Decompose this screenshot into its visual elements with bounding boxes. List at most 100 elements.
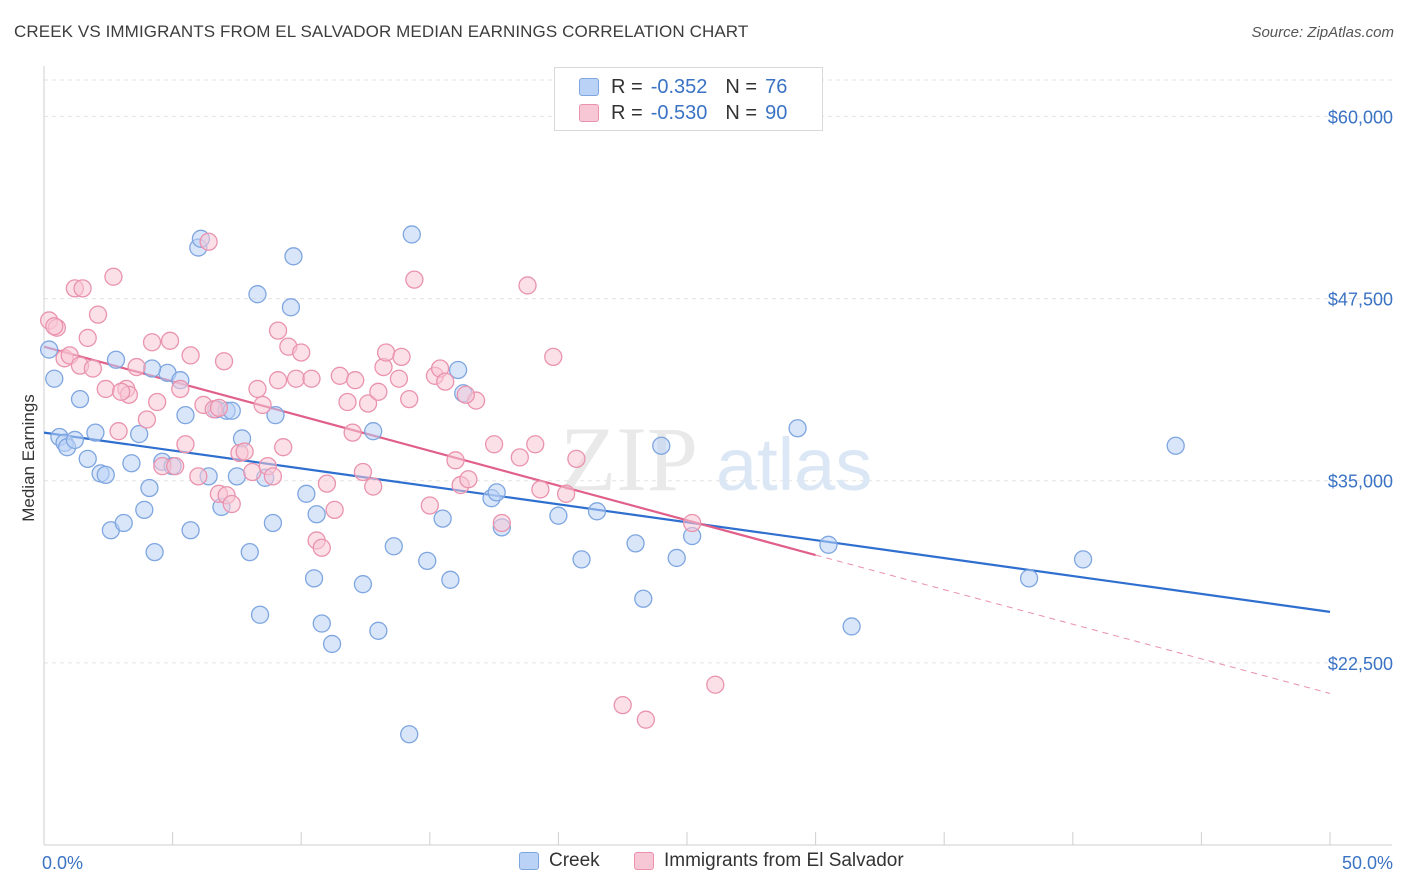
data-point-el-salvador	[235, 442, 254, 461]
trend-line-extension	[815, 554, 1331, 694]
r-label: R =	[611, 75, 643, 98]
data-point-creek	[70, 389, 90, 409]
data-point-creek	[78, 449, 97, 469]
n-value-creek: 76	[765, 75, 788, 98]
data-point-el-salvador	[302, 369, 321, 388]
data-point-creek	[297, 484, 316, 503]
data-point-el-salvador	[358, 394, 378, 413]
data-point-creek	[266, 405, 285, 425]
data-point-el-salvador	[214, 352, 234, 371]
data-point-el-salvador	[317, 474, 337, 493]
data-point-creek	[96, 465, 115, 485]
y-axis-label: Median Earnings	[19, 394, 38, 522]
data-point-el-salvador	[274, 438, 293, 457]
y-tick-label: $35,000	[1328, 472, 1393, 492]
n-label: N =	[725, 101, 758, 124]
data-point-creek	[1073, 550, 1093, 569]
data-point-creek	[130, 424, 149, 444]
data-point-creek	[181, 521, 200, 540]
data-point-el-salvador	[127, 357, 146, 377]
data-point-el-salvador	[510, 448, 529, 467]
data-point-el-salvador	[109, 422, 128, 441]
data-point-el-salvador	[706, 675, 725, 694]
data-point-creek	[448, 360, 468, 380]
creek-swatch-icon	[579, 78, 599, 96]
data-point-el-salvador	[96, 379, 115, 399]
data-point-el-salvador	[330, 366, 349, 385]
data-point-creek	[369, 621, 388, 640]
data-point-el-salvador	[343, 423, 362, 442]
data-point-el-salvador	[518, 276, 537, 295]
data-point-creek	[364, 422, 383, 441]
data-points	[39, 225, 1185, 744]
data-point-el-salvador	[389, 369, 409, 388]
data-point-el-salvador	[346, 371, 365, 390]
data-point-el-salvador	[400, 389, 419, 409]
data-point-creek	[140, 478, 159, 498]
legend-label-creek: Creek	[549, 850, 600, 871]
data-point-creek	[263, 513, 283, 533]
data-point-creek	[1166, 436, 1185, 455]
data-point-creek	[441, 570, 460, 589]
data-point-creek	[788, 419, 807, 438]
data-point-el-salvador	[492, 513, 511, 533]
legend-item-el-salvador: Immigrants from El Salvador	[634, 850, 904, 872]
data-point-el-salvador	[268, 371, 288, 390]
data-point-el-salvador	[88, 305, 108, 324]
r-value-creek: -0.352	[650, 75, 708, 98]
data-point-creek	[122, 454, 141, 473]
data-point-el-salvador	[45, 317, 64, 336]
data-point-el-salvador	[636, 710, 655, 729]
data-point-el-salvador	[338, 392, 357, 412]
data-point-el-salvador	[171, 379, 190, 399]
data-point-creek	[1019, 569, 1039, 588]
data-point-creek	[250, 605, 270, 624]
data-point-el-salvador	[83, 359, 103, 378]
data-point-el-salvador	[112, 382, 131, 401]
data-point-el-salvador	[325, 500, 344, 520]
data-point-creek	[384, 537, 403, 556]
x-tick-label-max: 50.0%	[1342, 853, 1393, 873]
data-point-el-salvador	[484, 435, 504, 454]
data-point-el-salvador	[73, 279, 92, 298]
n-value-el-salvador: 90	[765, 101, 788, 124]
data-point-creek	[572, 550, 591, 569]
data-point-creek	[142, 359, 162, 378]
data-point-creek	[819, 535, 838, 554]
x-tick-label-min: 0.0%	[42, 853, 83, 873]
data-point-creek	[106, 350, 126, 369]
chart-title: CREEK VS IMMIGRANTS FROM EL SALVADOR MED…	[14, 22, 749, 41]
data-point-el-salvador	[263, 467, 283, 486]
data-point-el-salvador	[253, 395, 272, 415]
data-point-creek	[227, 467, 247, 486]
data-point-el-salvador	[104, 267, 123, 286]
data-point-creek	[402, 225, 421, 244]
data-point-el-salvador	[286, 369, 306, 388]
data-point-el-salvador	[446, 451, 465, 470]
axes	[43, 66, 1392, 846]
watermark-atlas: atlas	[716, 423, 872, 506]
data-point-creek	[45, 369, 64, 388]
data-point-el-salvador	[364, 477, 383, 496]
data-point-el-salvador	[243, 462, 262, 482]
data-point-el-salvador	[436, 372, 455, 391]
y-tick-label: $47,500	[1328, 290, 1393, 310]
data-point-creek	[240, 542, 259, 562]
data-point-creek	[114, 513, 133, 533]
data-point-el-salvador	[420, 496, 439, 515]
data-point-creek	[135, 500, 154, 520]
data-point-el-salvador	[292, 343, 311, 362]
legend-label-el-salvador: Immigrants from El Salvador	[664, 850, 904, 871]
data-point-creek	[400, 725, 419, 744]
data-point-creek	[487, 483, 506, 502]
data-point-el-salvador	[166, 456, 185, 476]
r-label: R =	[611, 101, 643, 124]
legend-row-el-salvador: R = -0.530 N = 90	[579, 100, 787, 126]
data-point-creek	[634, 589, 653, 608]
data-point-el-salvador	[369, 382, 388, 401]
data-point-creek	[284, 247, 303, 266]
data-point-el-salvador	[613, 695, 632, 715]
data-point-creek	[652, 436, 671, 455]
data-point-el-salvador	[353, 462, 373, 482]
